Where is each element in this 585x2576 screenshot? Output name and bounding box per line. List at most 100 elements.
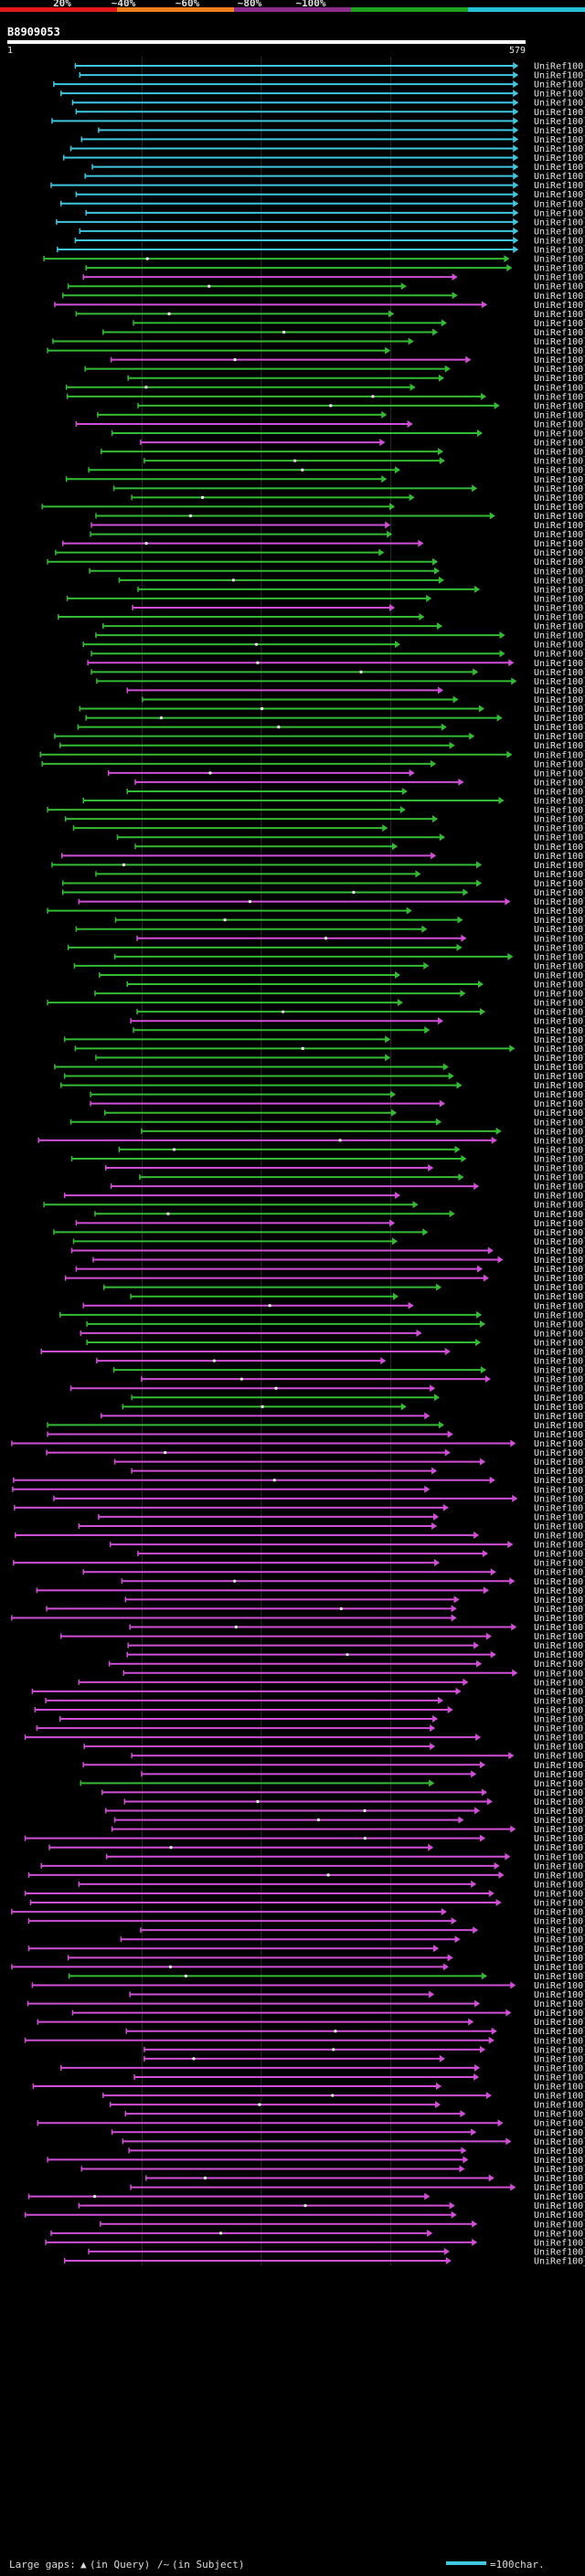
hit-label-88[interactable]: UniRef100_Q0CW95 <box>534 870 585 880</box>
hit-label-43[interactable]: UniRef100_Q6U0N0 <box>534 457 585 467</box>
hit-label-155[interactable]: UniRef100_B6JYD9 <box>534 1485 585 1495</box>
hit-label-53[interactable]: UniRef100_UP1000.. <box>534 548 585 558</box>
hit-label-182[interactable]: UniRef100_C4M3M2 <box>534 1733 585 1744</box>
hit-label-116[interactable]: UniRef100_B0FV12 <box>534 1127 585 1137</box>
hit-label-133[interactable]: UniRef100_C4YDR7 <box>534 1283 585 1293</box>
hit-label-168[interactable]: UniRef100_B2J557 <box>534 1605 585 1615</box>
hit-label-157[interactable]: UniRef100_C0SBC9 <box>534 1503 585 1513</box>
hit-label-193[interactable]: UniRef100_B8HBW8 <box>534 1834 585 1844</box>
hit-label-151[interactable]: UniRef100_A6ZZU7 <box>534 1448 585 1458</box>
hit-label-183[interactable]: UniRef100_B4ESJ1 <box>534 1743 585 1753</box>
hit-label-21[interactable]: UniRef100_A7PHH5 <box>534 255 585 265</box>
hit-label-138[interactable]: UniRef100_B0WRB9 <box>534 1329 585 1339</box>
hit-label-16[interactable]: UniRef100_A0SKY1 <box>534 208 585 218</box>
hit-label-130[interactable]: UniRef100_A8X8K2 <box>534 1256 585 1266</box>
hit-label-142[interactable]: UniRef100_A0CR17 <box>534 1366 585 1376</box>
hit-label-18[interactable]: UniRef100_B8A3D6 <box>534 227 585 237</box>
hit-label-77[interactable]: UniRef100_A4RSQ4 <box>534 769 585 779</box>
hit-label-110[interactable]: UniRef100_UP1000.. <box>534 1072 585 1082</box>
hit-label-192[interactable]: UniRef100_A3IX74 <box>534 1825 585 1835</box>
hit-label-208[interactable]: UniRef100_B0BLP1 <box>534 1972 585 1982</box>
hit-label-191[interactable]: UniRef100_A0YUE4 <box>534 1816 585 1826</box>
hit-label-104[interactable]: UniRef100_Q6BK15 <box>534 1017 585 1027</box>
hit-label-173[interactable]: UniRef100_B1X1Y9 <box>534 1650 585 1660</box>
hit-label-230[interactable]: UniRef100_B7K7S8 <box>534 2174 585 2184</box>
hit-label-228[interactable]: UniRef100_Q7ZTK2 <box>534 2156 585 2166</box>
hit-label-45[interactable]: UniRef100_UP1000.. <box>534 475 585 485</box>
hit-label-199[interactable]: UniRef100_UP1000.. <box>534 1889 585 1899</box>
hit-label-30[interactable]: UniRef100_B6UBR0 <box>534 337 585 347</box>
hit-label-48[interactable]: UniRef100_UP1000.. <box>534 503 585 513</box>
hit-label-198[interactable]: UniRef100_UP1000.. <box>534 1880 585 1890</box>
hit-label-120[interactable]: UniRef100_Q5KL45 <box>534 1164 585 1174</box>
hit-label-49[interactable]: UniRef100_UP1000.. <box>534 512 585 522</box>
hit-label-47[interactable]: UniRef100_Q52PH7 <box>534 493 585 504</box>
hit-label-33[interactable]: UniRef100_Q9SL39 <box>534 365 585 375</box>
hit-label-19[interactable]: UniRef100_Q54VN8 <box>534 236 585 246</box>
hit-label-202[interactable]: UniRef100_UP1000.. <box>534 1917 585 1927</box>
hit-label-61[interactable]: UniRef100_Q17L29 <box>534 622 585 632</box>
hit-label-218[interactable]: UniRef100_B0G5K5 <box>534 2063 585 2073</box>
hit-label-31[interactable]: UniRef100_Q9LYK6 <box>534 346 585 356</box>
hit-label-124[interactable]: UniRef100_B6HKT9 <box>534 1201 585 1211</box>
hit-label-209[interactable]: UniRef100_A0EEC3 <box>534 1981 585 1991</box>
hit-label-86[interactable]: UniRef100_B8M1M2 <box>534 852 585 862</box>
hit-label-93[interactable]: UniRef100_A1CB13 <box>534 916 585 926</box>
hit-label-0[interactable]: UniRef100_B7FLB2 <box>534 62 585 72</box>
hit-label-9[interactable]: UniRef100_A7QDY8 <box>534 144 585 154</box>
hit-label-144[interactable]: UniRef100_Q7SBG8 <box>534 1384 585 1394</box>
hit-label-11[interactable]: UniRef100_B4FBW5 <box>534 163 585 173</box>
hit-label-55[interactable]: UniRef100_UP1000.. <box>534 567 585 577</box>
hit-label-28[interactable]: UniRef100_C0PER6 <box>534 319 585 329</box>
hit-label-158[interactable]: UniRef100_B7KQ34 <box>534 1512 585 1522</box>
hit-label-186[interactable]: UniRef100_A0Q2E1 <box>534 1770 585 1780</box>
hit-label-176[interactable]: UniRef100_A6QQD2 <box>534 1678 585 1688</box>
hit-label-72[interactable]: UniRef100_A0QB14 <box>534 723 585 733</box>
hit-label-52[interactable]: UniRef100_Q64QU6 <box>534 539 585 549</box>
hit-label-57[interactable]: UniRef100_B4KE30 <box>534 585 585 595</box>
hit-label-63[interactable]: UniRef100_B4L1X6 <box>534 641 585 651</box>
hit-label-56[interactable]: UniRef100_Q7Q1N9 <box>534 576 585 586</box>
hit-label-239[interactable]: UniRef100_C3ZCG1 <box>534 2256 585 2266</box>
hit-label-8[interactable]: UniRef100_A2ZUU9 <box>534 135 585 145</box>
hit-label-50[interactable]: UniRef100_UP1000.. <box>534 521 585 531</box>
hit-label-60[interactable]: UniRef100_Q29NY6 <box>534 613 585 623</box>
hit-label-171[interactable]: UniRef100_A7EIJ2 <box>534 1632 585 1642</box>
hit-label-148[interactable]: UniRef100_A7TPH5 <box>534 1421 585 1431</box>
hit-label-214[interactable]: UniRef100_UP1000.. <box>534 2027 585 2037</box>
hit-label-74[interactable]: UniRef100_C1MIQ8 <box>534 741 585 751</box>
hit-label-189[interactable]: UniRef100_B0C2Q9 <box>534 1797 585 1807</box>
hit-label-69[interactable]: UniRef100_UP1000.. <box>534 695 585 705</box>
hit-label-23[interactable]: UniRef100_C5YUN0 <box>534 273 585 283</box>
hit-label-51[interactable]: UniRef100_UP1000.. <box>534 530 585 540</box>
hit-label-129[interactable]: UniRef100_A3LWT0 <box>534 1246 585 1256</box>
hit-label-83[interactable]: UniRef100_C1BT31 <box>534 824 585 834</box>
hit-label-62[interactable]: UniRef100_B4NL48 <box>534 631 585 641</box>
hit-label-4[interactable]: UniRef100_A5BDL2 <box>534 99 585 109</box>
hit-label-109[interactable]: UniRef100_C1GEK0 <box>534 1063 585 1073</box>
hit-label-233[interactable]: UniRef100_Q07776 <box>534 2201 585 2211</box>
hit-label-221[interactable]: UniRef100_A0MPC1 <box>534 2092 585 2102</box>
hit-label-108[interactable]: UniRef100_C1GE43 <box>534 1054 585 1064</box>
hit-label-81[interactable]: UniRef100_A3F4Y8 <box>534 806 585 816</box>
hit-label-153[interactable]: UniRef100_Q6FVP8 <box>534 1467 585 1477</box>
hit-label-10[interactable]: UniRef100_C5YEF3 <box>534 154 585 164</box>
hit-label-119[interactable]: UniRef100_C4QWF1 <box>534 1154 585 1164</box>
hit-label-232[interactable]: UniRef100_B7FJJ6 <box>534 2192 585 2202</box>
hit-label-107[interactable]: UniRef100_Q0UDQ8 <box>534 1044 585 1055</box>
hit-label-132[interactable]: UniRef100_A8PBE3 <box>534 1274 585 1284</box>
hit-label-227[interactable]: UniRef100_B2J2G3 <box>534 2147 585 2157</box>
hit-label-95[interactable]: UniRef100_B2AYC5 <box>534 934 585 944</box>
hit-label-100[interactable]: UniRef100_C4JY16 <box>534 981 585 991</box>
hit-label-180[interactable]: UniRef100_B7KD29 <box>534 1715 585 1725</box>
hit-label-65[interactable]: UniRef100_B4MAK4 <box>534 659 585 669</box>
hit-label-14[interactable]: UniRef100_Q84ZU7 <box>534 190 585 200</box>
hit-label-177[interactable]: UniRef100_B1WPH6 <box>534 1687 585 1697</box>
hit-label-64[interactable]: UniRef100_B4VLN1 <box>534 650 585 660</box>
hit-label-101[interactable]: UniRef100_C5PBQ8 <box>534 990 585 1000</box>
hit-label-36[interactable]: UniRef100_B5DDD5 <box>534 392 585 402</box>
hit-label-89[interactable]: UniRef100_A6QYX7 <box>534 879 585 889</box>
hit-label-170[interactable]: UniRef100_A1ZHX2 <box>534 1623 585 1633</box>
hit-label-117[interactable]: UniRef100_C3YV92 <box>534 1136 585 1146</box>
hit-label-128[interactable]: UniRef100_UP1000.. <box>534 1237 585 1247</box>
